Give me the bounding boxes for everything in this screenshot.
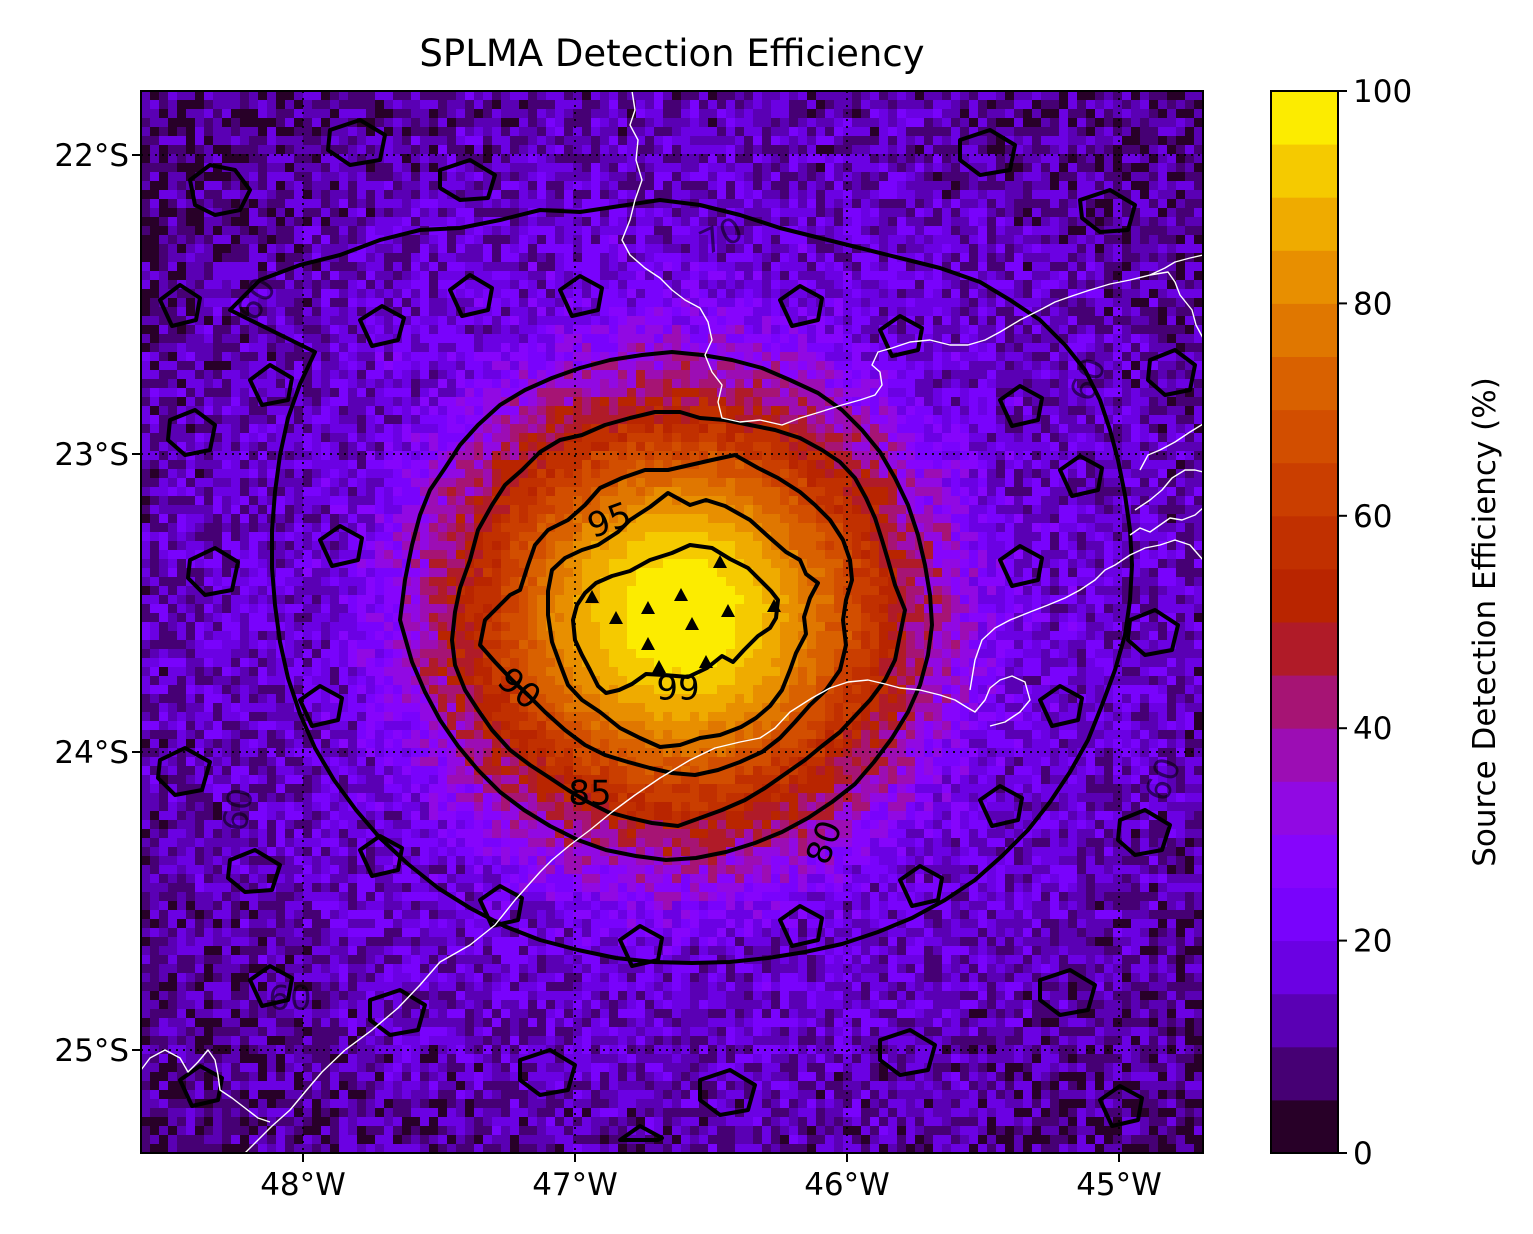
lon-tick-label: 48°W <box>260 1167 346 1203</box>
contour-85 <box>450 410 907 828</box>
contour-label-6: 60 <box>215 785 262 835</box>
colorbar-frame <box>1270 90 1339 1154</box>
station-triangle-0 <box>713 555 727 568</box>
colorbar-block <box>1271 356 1338 411</box>
contour-label-1: 99 <box>656 669 699 709</box>
colorbar-block <box>1271 940 1338 995</box>
colorbar-block <box>1271 993 1338 1048</box>
contour-label-3: 85 <box>568 774 611 814</box>
latitude-axis: 22°S 23°S 24°S 25°S <box>54 138 141 1069</box>
contour-label-7: 60 <box>268 979 311 1019</box>
colorbar-blocks <box>1271 91 1338 1154</box>
colorbar: 0 20 40 60 80 100 Source Detection Efficiency… <box>1270 74 1503 1172</box>
lon-tick-label: 47°W <box>532 1167 618 1203</box>
colorbar-tick-label: 20 <box>1353 924 1392 960</box>
colorbar-block <box>1271 1099 1338 1154</box>
contour-90 <box>478 453 854 777</box>
colorbar-ticks: 0 20 40 60 80 100 <box>1338 74 1412 1172</box>
lat-tick-label: 25°S <box>54 1033 129 1069</box>
map-frame <box>140 90 1204 1154</box>
colorbar-block <box>1271 144 1338 198</box>
coastline-path-2 <box>969 539 1203 691</box>
coastline-path-4 <box>1129 507 1203 536</box>
station-triangle-2 <box>609 611 623 624</box>
coastline-and-borders <box>141 91 1203 1153</box>
lat-tick-label: 24°S <box>54 735 129 771</box>
colorbar-block <box>1271 834 1338 888</box>
colorbar-tick-label: 0 <box>1353 1136 1373 1172</box>
station-triangle-5 <box>721 604 735 617</box>
colorbar-tick-label: 100 <box>1353 74 1412 110</box>
lat-tick-label: 23°S <box>54 437 129 473</box>
lon-tick-label: 46°W <box>804 1167 890 1203</box>
contour-noise-1 <box>156 118 1197 1117</box>
state-border-3 <box>141 1049 271 1123</box>
colorbar-block <box>1271 303 1338 357</box>
colorbar-block <box>1271 91 1338 145</box>
contour-95 <box>546 491 820 749</box>
colorbar-block <box>1271 728 1338 782</box>
lat-tick-label: 22°S <box>54 138 129 174</box>
longitude-axis: 48°W 47°W 46°W 45°W <box>260 1153 1162 1203</box>
colorbar-tick-label: 60 <box>1353 499 1392 535</box>
colorbar-block <box>1271 1046 1338 1101</box>
colorbar-tick-label: 40 <box>1353 711 1392 747</box>
state-border-1 <box>621 91 1203 426</box>
station-triangle-9 <box>652 660 666 673</box>
colorbar-block <box>1271 462 1338 517</box>
detection-efficiency-field <box>141 91 1203 1153</box>
station-triangle-3 <box>641 601 655 614</box>
coastline-path-3 <box>1134 469 1203 511</box>
colorbar-block <box>1271 622 1338 676</box>
state-border-2 <box>1149 254 1203 276</box>
colorbar-block <box>1271 675 1338 729</box>
station-triangle-10 <box>699 655 713 668</box>
station-triangle-7 <box>685 617 699 630</box>
colorbar-block <box>1271 887 1338 942</box>
colorbar-label: Source Detection Efficiency (%) <box>1467 377 1503 867</box>
station-triangle-1 <box>585 590 599 603</box>
lon-tick-label: 45°W <box>1076 1167 1162 1203</box>
lma-station-markers <box>585 555 781 673</box>
map-title: SPLMA Detection Efficiency <box>419 32 924 75</box>
coastline-path-5 <box>1139 423 1203 471</box>
colorbar-block <box>1271 197 1338 251</box>
colorbar-block <box>1271 250 1338 304</box>
colorbar-block <box>1271 781 1338 835</box>
contour-70-a <box>228 198 1134 965</box>
station-triangle-4 <box>674 588 688 601</box>
colorbar-block <box>1271 409 1338 464</box>
coastline-path <box>244 675 1031 1153</box>
colorbar-block <box>1271 515 1338 570</box>
station-triangle-8 <box>641 637 655 650</box>
station-triangle-6 <box>767 599 781 612</box>
contour-80 <box>398 350 934 862</box>
contour-99 <box>571 543 780 695</box>
colorbar-tick-label: 80 <box>1353 286 1392 322</box>
colorbar-block <box>1271 568 1338 623</box>
